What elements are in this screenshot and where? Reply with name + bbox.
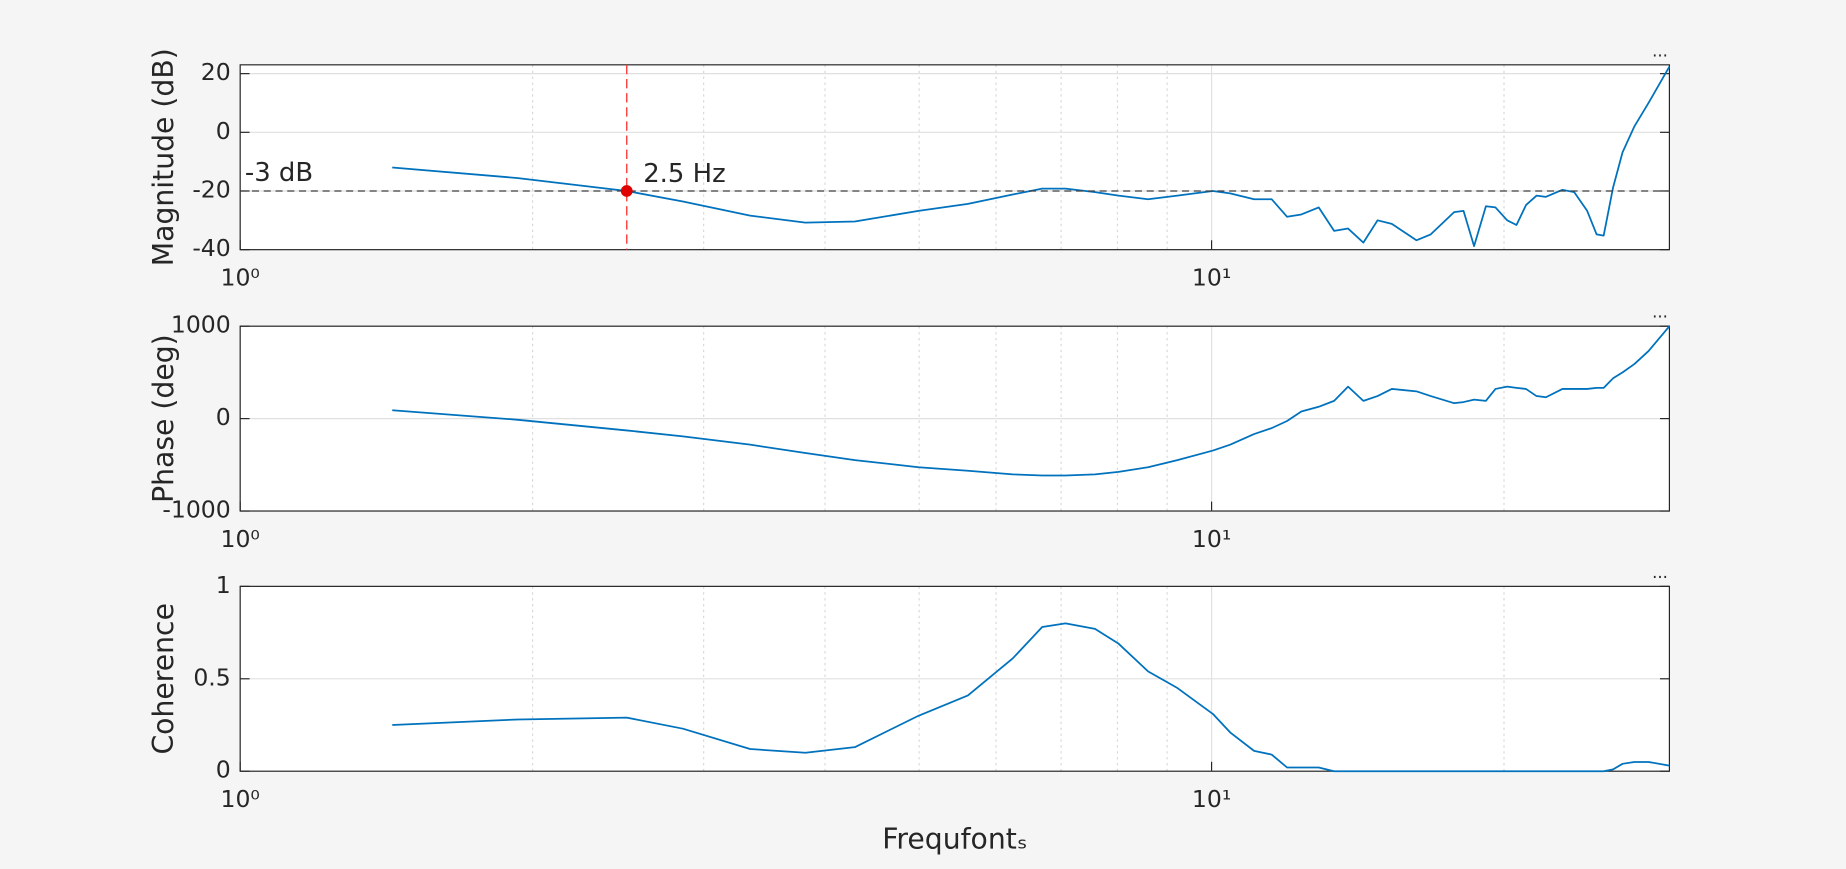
y-tick-label: 0.5 — [193, 663, 230, 691]
axes-toolbar[interactable]: ... — [1652, 41, 1668, 60]
x-tick-label: 10⁰ — [220, 264, 259, 292]
y-axis-label: Magnitude (dB) — [147, 48, 180, 266]
x-tick-label: 10¹ — [1192, 264, 1231, 292]
cutoff-marker — [620, 185, 633, 197]
y-axis-label: Coherence — [147, 603, 180, 754]
x-tick-label: 10⁰ — [220, 785, 259, 813]
y-tick-label: 20 — [201, 58, 231, 86]
axes: 10⁰ 10¹ 0 0.5 1 Coherence Frequfontₛ... — [147, 563, 1670, 856]
y-tick-label: -40 — [192, 234, 230, 262]
x-axis-label: Frequfontₛ — [882, 823, 1027, 856]
x-tick-label: 10¹ — [1192, 785, 1231, 813]
axes-box — [239, 325, 1670, 512]
y-tick-label: -20 — [192, 175, 230, 203]
plot-area — [240, 64, 1670, 250]
y-tick-label: 0 — [216, 756, 231, 784]
data-line — [392, 622, 1670, 773]
y-tick-label: 1000 — [171, 311, 231, 339]
axes-toolbar[interactable]: ... — [1652, 303, 1668, 322]
x-tick-label: 10⁰ — [220, 525, 259, 553]
axes-box — [239, 64, 1670, 251]
data-line — [392, 66, 1671, 248]
axes-box — [239, 585, 1670, 772]
threshold-label: -3 dB — [245, 158, 313, 188]
axes: 10⁰ 10¹ -40 -20 0 20 Magnitude (dB) ... -3 dB 2.5… — [147, 41, 1671, 292]
y-axis-label: Phase (deg) — [147, 334, 180, 503]
x-tick-label: 10¹ — [1192, 525, 1231, 553]
data-line — [392, 325, 1671, 477]
y-tick-label: 0 — [216, 117, 231, 145]
y-tick-label: 0 — [216, 403, 231, 431]
cutoff-label: 2.5 Hz — [643, 159, 725, 189]
axes-toolbar[interactable]: ... — [1652, 563, 1668, 582]
y-tick-label: 1 — [216, 571, 231, 599]
y-tick-label: -1000 — [162, 496, 230, 524]
